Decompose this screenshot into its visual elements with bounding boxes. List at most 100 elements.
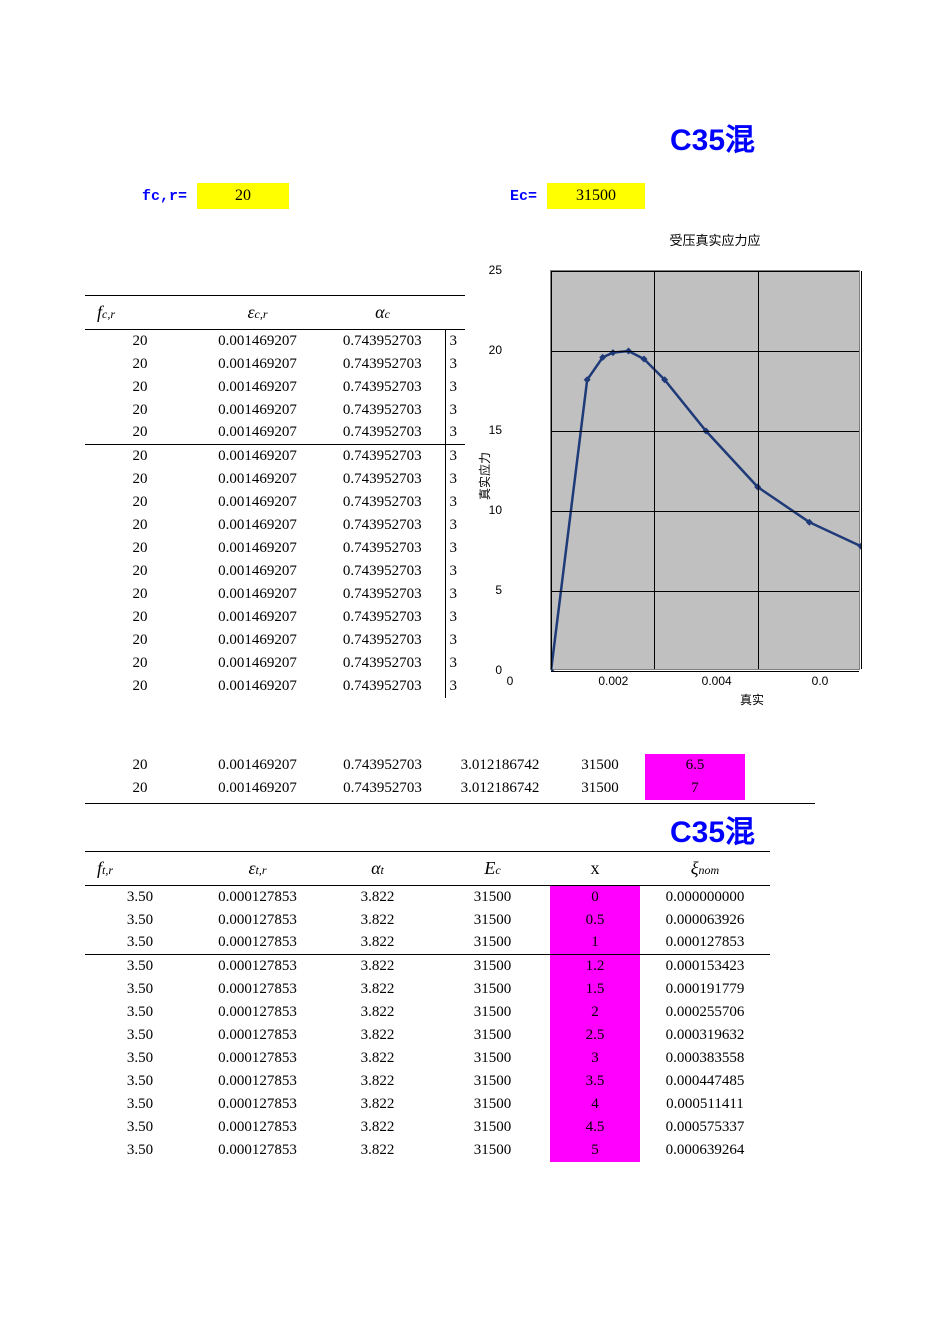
- divider-line: [85, 803, 815, 804]
- table-cell: 31500: [435, 932, 550, 955]
- table-cell: 20: [85, 376, 195, 399]
- table-cell: 0.001469207: [195, 399, 320, 422]
- chart-y-axis-label: 真实应力: [476, 452, 493, 500]
- table-cell: 0.743952703: [320, 537, 445, 560]
- table-row: 200.0014692070.7439527033: [85, 491, 465, 514]
- table-cell: 0.001469207: [195, 353, 320, 376]
- table-row: 3.500.0001278533.8223150030.000383558: [85, 1047, 770, 1070]
- table-cell: 20: [85, 353, 195, 376]
- table-cell: 3: [445, 353, 465, 376]
- table-cell: 3: [445, 652, 465, 675]
- table-row: 200.0014692070.7439527033: [85, 445, 465, 468]
- table1-header: εc,r: [195, 296, 320, 330]
- table-cell: 0.000127853: [195, 932, 320, 955]
- table-cell: 3.822: [320, 1001, 435, 1024]
- table-cell: 3.50: [85, 1093, 195, 1116]
- table-cell: 3: [445, 514, 465, 537]
- table-cell: 31500: [435, 978, 550, 1001]
- table-cell: 0.000319632: [640, 1024, 770, 1047]
- table-cell: 31500: [435, 1047, 550, 1070]
- table-cell: 0.743952703: [320, 422, 445, 445]
- table-row: 3.500.0001278533.822315000.50.000063926: [85, 909, 770, 932]
- table-cell: 0.000191779: [640, 978, 770, 1001]
- table-cell: 20: [85, 537, 195, 560]
- table-cell: 0.000127853: [195, 978, 320, 1001]
- table-cell: 0.743952703: [320, 777, 445, 800]
- table-cell: 20: [85, 468, 195, 491]
- table-cell: 0.743952703: [320, 583, 445, 606]
- table-cell: 31500: [555, 777, 645, 800]
- table-cell: 7: [645, 777, 745, 800]
- gridline-horizontal: [551, 511, 859, 512]
- table-row: 3.500.0001278533.8223150040.000511411: [85, 1093, 770, 1116]
- table2-header: ξnom: [640, 852, 770, 886]
- ec-value[interactable]: 31500: [547, 183, 645, 209]
- table-cell: 20: [85, 583, 195, 606]
- table-cell: 0.001469207: [195, 675, 320, 698]
- table-cell: 31500: [435, 1070, 550, 1093]
- table-cell: 0.743952703: [320, 514, 445, 537]
- table-cell: 0.743952703: [320, 399, 445, 422]
- table-cell: 0.000447485: [640, 1070, 770, 1093]
- table-cell: 0.000153423: [640, 955, 770, 978]
- table-cell: 2.5: [550, 1024, 640, 1047]
- table-cell: 3.822: [320, 1139, 435, 1162]
- table-cell: 3.50: [85, 1116, 195, 1139]
- table-cell: 31500: [435, 1001, 550, 1024]
- table2-header: x: [550, 852, 640, 886]
- table-cell: 3.50: [85, 955, 195, 978]
- table-cell: 0.000127853: [195, 1139, 320, 1162]
- table-cell: 3.50: [85, 978, 195, 1001]
- table-cell: 3: [445, 583, 465, 606]
- table-cell: 20: [85, 514, 195, 537]
- table-cell: 20: [85, 652, 195, 675]
- table-cell: 0.000639264: [640, 1139, 770, 1162]
- chart-x-tick: 0.0: [800, 674, 840, 688]
- table-cell: 0.000127853: [195, 955, 320, 978]
- table-cell: 20: [85, 330, 195, 353]
- page-title-bottom: C35混: [670, 807, 755, 851]
- table-cell: 0.5: [550, 909, 640, 932]
- table-cell: 0.743952703: [320, 560, 445, 583]
- compression-params-table-ext: 200.0014692070.7439527033.01218674231500…: [85, 754, 745, 800]
- table-row: 200.0014692070.7439527033: [85, 399, 465, 422]
- table-cell: 31500: [435, 1093, 550, 1116]
- table2-header: Ec: [435, 852, 550, 886]
- table-cell: 4.5: [550, 1116, 640, 1139]
- fc-value[interactable]: 20: [197, 183, 289, 209]
- table-cell: 0.743952703: [320, 491, 445, 514]
- table-cell: 0.743952703: [320, 652, 445, 675]
- table-cell: 0.001469207: [195, 606, 320, 629]
- fc-label: fc,r=: [105, 188, 197, 205]
- table-cell: 6.5: [645, 754, 745, 777]
- gridline-horizontal: [551, 591, 859, 592]
- table-row: 3.500.0001278533.822315001.50.000191779: [85, 978, 770, 1001]
- table-row: 200.0014692070.7439527033: [85, 514, 465, 537]
- chart-y-tick: 25: [476, 263, 502, 277]
- table-cell: 31500: [435, 955, 550, 978]
- table-cell: 3.822: [320, 1047, 435, 1070]
- table-cell: 20: [85, 560, 195, 583]
- table-row: 200.0014692070.7439527033.01218674231500…: [85, 777, 745, 800]
- table-cell: 0.743952703: [320, 606, 445, 629]
- chart-y-tick: 20: [476, 343, 502, 357]
- table-cell: 0.001469207: [195, 422, 320, 445]
- table-cell: 31500: [555, 754, 645, 777]
- table-cell: 3: [445, 376, 465, 399]
- table-cell: 3: [445, 629, 465, 652]
- table-cell: 3.50: [85, 886, 195, 909]
- table2-header: αt: [320, 852, 435, 886]
- table-cell: 3: [445, 399, 465, 422]
- table-row: 3.500.0001278533.8223150020.000255706: [85, 1001, 770, 1024]
- table-cell: 0.001469207: [195, 652, 320, 675]
- table-cell: 0.000383558: [640, 1047, 770, 1070]
- table-cell: 0.001469207: [195, 754, 320, 777]
- table1-header: fc,r: [85, 296, 195, 330]
- gridline-horizontal: [551, 271, 859, 272]
- gridline-vertical: [551, 271, 552, 669]
- table-cell: 20: [85, 777, 195, 800]
- table-cell: 0.000127853: [195, 886, 320, 909]
- table-cell: 4: [550, 1093, 640, 1116]
- table-cell: 20: [85, 606, 195, 629]
- table-cell: 0.000127853: [195, 1047, 320, 1070]
